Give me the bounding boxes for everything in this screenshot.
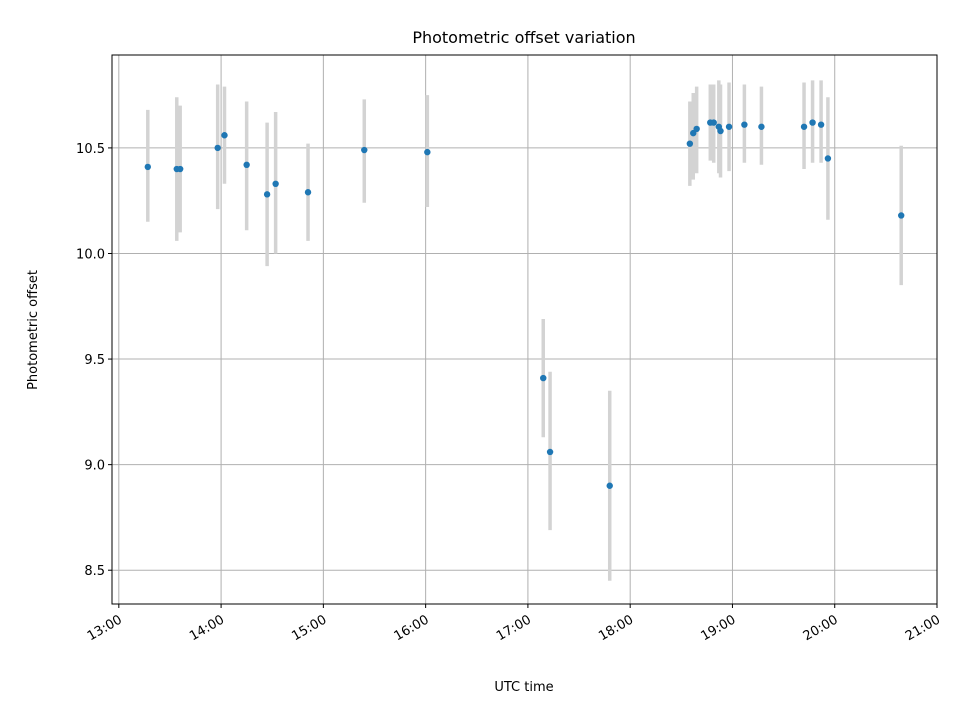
data-point (546, 448, 554, 456)
y-tick-label: 9.0 (84, 459, 105, 474)
y-axis-ticks: 8.5 9.0 9.5 10.0 10.5 (76, 142, 112, 579)
x-tick-label: 18:00 (596, 612, 636, 644)
data-point (686, 140, 694, 147)
data-points (144, 119, 905, 489)
x-tick-label: 14:00 (187, 612, 227, 644)
data-point (243, 161, 250, 168)
x-axis-label: UTC time (494, 680, 553, 695)
data-point (693, 125, 700, 133)
data-point (176, 165, 184, 173)
data-point (144, 163, 151, 171)
y-axis-label: Photometric offset (26, 270, 41, 390)
data-point (361, 146, 368, 154)
y-tick-label: 10.0 (76, 247, 105, 262)
data-point (540, 374, 547, 382)
data-point (824, 155, 832, 162)
x-tick-label: 16:00 (392, 612, 432, 644)
data-point (725, 123, 733, 130)
y-tick-label: 9.5 (84, 353, 105, 368)
x-axis-ticks: 13:00 14:00 15:00 16:00 17:00 18:00 19:00 20:00… (85, 604, 943, 644)
data-point (717, 127, 724, 135)
data-point (800, 123, 808, 130)
x-tick-label: 15:00 (289, 612, 329, 644)
x-tick-label: 20:00 (801, 612, 841, 644)
data-point (424, 148, 431, 156)
data-point (741, 121, 748, 128)
x-tick-label: 19:00 (699, 612, 739, 644)
data-point (214, 144, 221, 152)
x-tick-label: 21:00 (903, 612, 943, 644)
chart-title: Photometric offset variation (412, 28, 635, 47)
data-point (817, 121, 825, 128)
error-bars (146, 80, 903, 581)
y-tick-label: 8.5 (84, 564, 105, 579)
x-tick-label: 13:00 (85, 612, 125, 644)
plot-frame (111, 54, 938, 605)
y-tick-label: 10.5 (76, 142, 105, 157)
data-point (263, 191, 271, 198)
grid-lines (112, 55, 938, 604)
data-point (710, 119, 717, 126)
data-point (898, 212, 905, 219)
data-point (272, 180, 279, 188)
data-point (221, 132, 228, 139)
data-point (606, 482, 613, 489)
data-point (304, 189, 312, 196)
data-point (809, 119, 816, 126)
data-point (758, 123, 765, 130)
x-tick-label: 17:00 (494, 612, 534, 644)
